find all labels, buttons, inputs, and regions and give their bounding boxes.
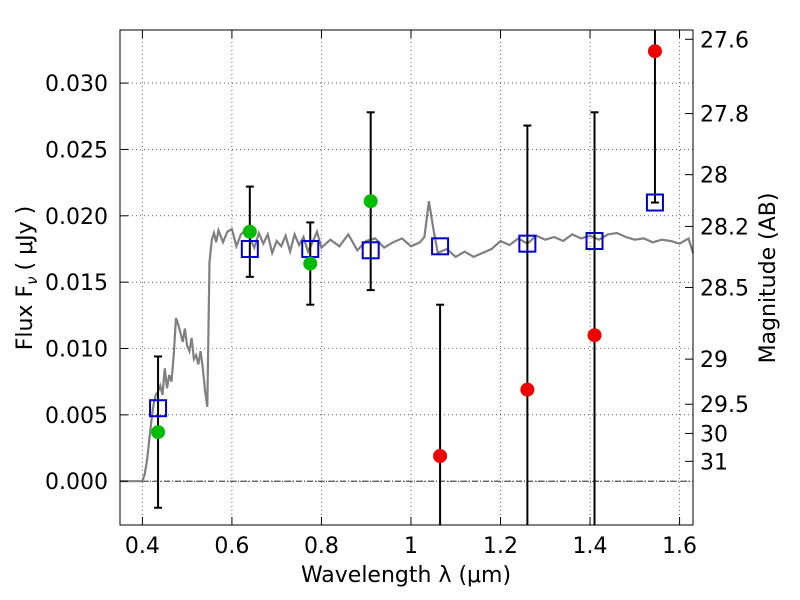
- y-axis-ticks: 0.000 0.005 0.010 0.015 0.020 0.025 0.030: [45, 72, 128, 495]
- y2-axis-label: Magnitude (AB): [756, 193, 781, 364]
- y-tick-label: 0.030: [45, 72, 108, 97]
- y2-tick-label: 29: [700, 348, 728, 373]
- detection-point: [363, 194, 378, 209]
- y-tick-label: 0.020: [45, 205, 108, 230]
- svg-text:Flux Fν( μJy ): Flux Fν ( μJy ): [13, 206, 41, 350]
- model-flux-square: [149, 399, 168, 418]
- y2-tick-label: 27.8: [700, 103, 749, 128]
- plot-frame: [119, 29, 694, 526]
- y2-tick-label: 28.2: [700, 215, 749, 240]
- non-detection-point: [520, 382, 535, 397]
- y-tick-label: 0.005: [45, 404, 108, 429]
- y2-axis-ticks: 27.6 27.8 28 28.2 28.5 29 29.5 30 31: [685, 28, 749, 475]
- detection-point: [151, 425, 166, 440]
- x-tick-label: 0.4: [125, 534, 160, 559]
- non-detection-point: [647, 44, 662, 59]
- y-axis-label-unit: ( μJy ): [13, 206, 38, 271]
- y2-tick-label: 27.6: [700, 28, 749, 53]
- model-sed-line: [120, 201, 695, 483]
- x-tick-label: 1: [404, 534, 418, 559]
- error-bars: [154, 30, 659, 525]
- y-axis-label-subscript: ν: [23, 276, 41, 284]
- y-tick-label: 0.010: [45, 337, 108, 362]
- y2-tick-label: 29.5: [700, 393, 749, 418]
- model-flux-square: [585, 232, 604, 251]
- x-axis-label: Wavelength λ (μm): [301, 563, 511, 588]
- y2-tick-label: 28: [700, 164, 728, 189]
- model-flux-square: [361, 241, 380, 260]
- x-tick-label: 0.6: [214, 534, 249, 559]
- non-detection-point: [587, 328, 602, 343]
- x-tick-label: 0.8: [304, 534, 339, 559]
- detection-point: [242, 224, 257, 239]
- y-axis-label: Flux Fν ( μJy ): [13, 206, 41, 350]
- y2-tick-label: 28.5: [700, 276, 749, 301]
- grid: [120, 30, 693, 525]
- y-tick-label: 0.025: [45, 138, 108, 163]
- y2-tick-label: 31: [700, 450, 728, 475]
- non-detection-point: [433, 448, 448, 463]
- y-tick-label: 0.000: [45, 470, 108, 495]
- model-flux-square: [518, 234, 537, 253]
- x-axis-ticks: 0.4 0.6 0.8 1 1.2 1.4 1.6: [125, 30, 697, 559]
- data-markers: [149, 44, 664, 463]
- detection-point: [303, 256, 318, 271]
- x-tick-label: 1.2: [483, 534, 518, 559]
- y-tick-label: 0.015: [45, 271, 108, 296]
- x-tick-label: 1.4: [573, 534, 608, 559]
- y2-tick-label: 30: [700, 422, 728, 447]
- model-flux-square: [240, 239, 259, 258]
- model-flux-square: [431, 237, 450, 256]
- model-flux-square: [645, 193, 664, 212]
- y-axis-label-main: Flux F: [13, 285, 38, 350]
- x-tick-label: 1.6: [662, 534, 697, 559]
